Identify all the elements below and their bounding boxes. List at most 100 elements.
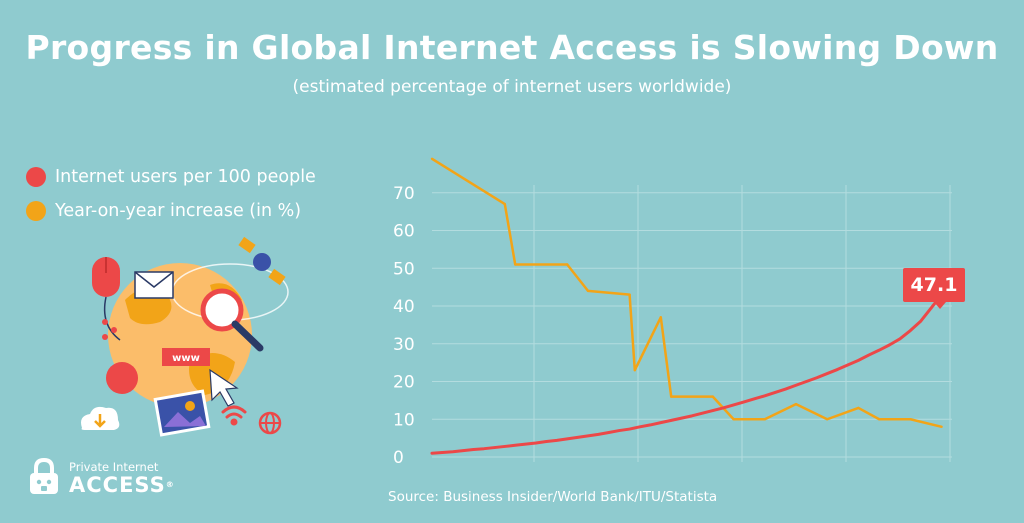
data-point-users	[524, 442, 527, 446]
data-point-increase	[670, 395, 673, 398]
data-point-users	[794, 384, 798, 387]
data-point-users	[888, 343, 891, 347]
data-point-users	[711, 409, 714, 412]
legend-swatch-users	[26, 167, 46, 187]
data-point-users	[774, 391, 777, 394]
data-point-users	[846, 363, 850, 367]
y-tick-label: 50	[393, 259, 415, 279]
data-point-users	[836, 368, 839, 371]
web-globe-icon	[258, 411, 282, 435]
series-points	[430, 157, 954, 455]
data-point-users	[722, 406, 725, 410]
data-point-users	[763, 394, 766, 398]
data-point-users	[597, 433, 600, 436]
legend-item-users: Internet users per 100 people	[26, 160, 316, 194]
data-point-increase	[794, 402, 798, 406]
data-point-increase	[659, 316, 662, 319]
legend-swatch-increase	[26, 201, 46, 221]
brand-name: ACCESS	[69, 473, 166, 497]
data-point-increase	[732, 418, 735, 421]
data-point-users	[919, 319, 922, 323]
www-tag-icon: www	[162, 348, 210, 366]
data-point-users	[493, 446, 496, 449]
brand-wordmark: Private Internet ACCESS®	[69, 460, 175, 497]
data-point-users	[930, 306, 933, 310]
envelope-icon	[134, 271, 174, 299]
data-point-users	[732, 403, 735, 407]
data-point-users	[472, 448, 475, 451]
y-axis: 0 10 20 30 40 50 60 70	[393, 184, 415, 468]
data-point-users	[586, 434, 590, 438]
y-tick-label: 30	[393, 335, 415, 355]
data-point-users	[451, 450, 454, 453]
data-point-increase	[909, 418, 912, 421]
data-point-increase	[633, 368, 636, 372]
data-point-increase	[566, 263, 569, 266]
legend-label-users: Internet users per 100 people	[55, 167, 316, 187]
data-point-users	[690, 414, 694, 418]
data-point-users	[514, 444, 517, 447]
data-point-increase	[503, 202, 506, 206]
y-tick-label: 40	[393, 297, 415, 317]
data-point-users	[659, 421, 662, 424]
data-point-users	[805, 380, 808, 383]
satellite-icon	[238, 236, 286, 286]
internet-illustration: www	[81, 236, 289, 437]
data-point-users	[566, 437, 569, 441]
data-point-users	[878, 348, 881, 352]
brand-registered-mark: ®	[165, 480, 175, 489]
data-point-users	[576, 436, 579, 439]
chart-legend: Internet users per 100 people Year-on-ye…	[26, 160, 316, 228]
y-tick-label: 70	[393, 184, 415, 204]
computer-mouse-icon	[92, 257, 120, 297]
data-point-increase	[940, 425, 943, 428]
image-icon	[153, 389, 211, 437]
chart-grid	[432, 185, 952, 462]
data-point-users	[618, 429, 621, 432]
cloud-download-icon	[81, 406, 120, 430]
data-point-increase	[826, 418, 829, 421]
data-point-users	[503, 445, 506, 448]
data-point-increase	[711, 395, 714, 398]
chart-source: Source: Business Insider/World Bank/ITU/…	[388, 489, 718, 505]
cursor-icon	[209, 368, 239, 407]
y-tick-label: 60	[393, 222, 415, 242]
data-point-increase	[430, 157, 434, 160]
brand-logo: Private Internet ACCESS®	[27, 458, 175, 496]
data-point-users	[545, 440, 548, 443]
data-point-users	[462, 449, 465, 452]
legend-label-increase: Year-on-year increase (in %)	[55, 201, 302, 221]
y-tick-label: 10	[393, 410, 415, 430]
data-point-users	[909, 329, 912, 332]
chart-title: Progress in Global Internet Access is Sl…	[25, 28, 999, 67]
data-point-users	[638, 425, 642, 428]
brand-line1: Private Internet	[69, 460, 159, 474]
data-point-users	[680, 416, 683, 420]
data-point-increase	[857, 406, 860, 410]
red-dot-icon	[106, 362, 138, 394]
data-point-users	[826, 372, 829, 375]
data-point-users	[784, 387, 787, 391]
data-point-users	[898, 337, 902, 341]
data-point-users	[482, 447, 486, 450]
www-label: www	[172, 353, 200, 364]
data-point-increase	[514, 263, 517, 266]
data-label-users-last: 47.1	[903, 268, 965, 309]
data-point-increase	[763, 418, 766, 421]
data-point-users	[534, 441, 538, 445]
data-point-users	[607, 431, 610, 434]
data-point-users	[701, 412, 704, 415]
series-line-users	[430, 277, 954, 455]
data-point-users	[857, 359, 860, 362]
data-point-increase	[878, 418, 881, 421]
y-tick-label: 20	[393, 373, 415, 393]
data-point-users	[867, 353, 870, 357]
data-point-users	[649, 423, 652, 427]
chart-subtitle: (estimated percentage of internet users …	[292, 77, 732, 97]
brand-line2: ACCESS®	[69, 474, 175, 496]
data-point-users	[670, 419, 673, 422]
share-icon	[102, 319, 117, 340]
legend-item-increase: Year-on-year increase (in %)	[26, 194, 316, 228]
series-line-increase	[431, 157, 942, 429]
